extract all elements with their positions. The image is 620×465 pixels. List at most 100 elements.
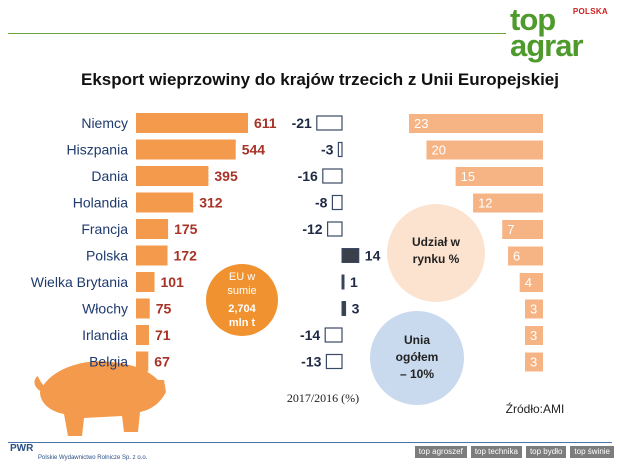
change-bar-polska bbox=[341, 248, 360, 263]
change-bar-francja bbox=[327, 221, 343, 237]
country-label-belgia: Belgia bbox=[89, 354, 128, 370]
top-agrar-logo: POLSKA top agrar bbox=[510, 2, 614, 68]
change-value-irlandia: -14 bbox=[300, 327, 320, 343]
country-label-dania: Dania bbox=[91, 168, 128, 184]
share-bar-holandia bbox=[473, 193, 543, 213]
export-bar-belgia bbox=[136, 351, 149, 372]
change-value-polska: 14 bbox=[365, 248, 381, 264]
footer-tags: top agroszef top technika top bydło top … bbox=[414, 446, 614, 458]
share-bar-belgia bbox=[525, 352, 543, 372]
country-label-niemcy: Niemcy bbox=[81, 115, 128, 131]
export-bar-irlandia bbox=[136, 325, 150, 345]
country-label-wlochy: Włochy bbox=[82, 301, 128, 317]
export-value-francja: 175 bbox=[174, 221, 198, 237]
publisher-short: PWR bbox=[10, 443, 34, 454]
eu-total-value: 2,704 bbox=[228, 303, 256, 315]
export-bar-niemcy bbox=[136, 113, 248, 133]
change-bar-wlochy bbox=[341, 301, 347, 316]
share-value-holandia: 12 bbox=[478, 196, 492, 211]
export-bar-hiszpania bbox=[136, 139, 236, 160]
header-rule bbox=[8, 33, 506, 34]
share-bar-wlochy bbox=[525, 299, 543, 319]
change-value-wielka-brytania: 1 bbox=[350, 274, 358, 290]
share-bar-francja bbox=[502, 220, 543, 239]
share-circle bbox=[387, 204, 485, 302]
footer-tag-technika[interactable]: top technika bbox=[470, 446, 522, 458]
share-value-dania: 15 bbox=[461, 169, 475, 184]
export-value-belgia: 67 bbox=[154, 354, 170, 370]
export-bar-dania bbox=[136, 166, 209, 186]
change-value-dania: -16 bbox=[298, 168, 318, 184]
change-value-niemcy: -21 bbox=[292, 115, 312, 131]
share-value-irlandia: 3 bbox=[530, 328, 537, 343]
export-bar-holandia bbox=[136, 192, 194, 213]
share-label-line2: rynku % bbox=[413, 252, 460, 266]
change-caption: 2017/2016 (%) bbox=[287, 391, 359, 405]
change-value-belgia: -13 bbox=[301, 354, 321, 370]
export-value-hiszpania: 544 bbox=[242, 142, 266, 158]
change-bar-wielka-brytania bbox=[341, 274, 345, 290]
change-bar-irlandia bbox=[324, 327, 343, 343]
share-bar-dania bbox=[455, 167, 543, 186]
country-label-hiszpania: Hiszpania bbox=[67, 142, 129, 158]
export-value-niemcy: 611 bbox=[254, 115, 277, 131]
change-value-holandia: -8 bbox=[315, 195, 328, 211]
export-value-wielka-brytania: 101 bbox=[161, 274, 185, 290]
chart-title: Eksport wieprzowiny do krajów trzecich z… bbox=[80, 70, 559, 89]
change-bar-dania bbox=[322, 168, 343, 184]
change-value-francja: -12 bbox=[302, 221, 322, 237]
export-bar-francja bbox=[136, 219, 169, 239]
share-bar-niemcy bbox=[409, 114, 543, 133]
share-bar-hiszpania bbox=[426, 140, 543, 160]
publisher-full: Polskie Wydawnictwo Rolnicze Sp. z o.o. bbox=[38, 455, 148, 461]
union-label-line1: Unia bbox=[404, 333, 430, 347]
logo-line1: top bbox=[510, 2, 556, 37]
share-bar-wielka-brytania bbox=[519, 273, 543, 292]
share-value-hiszpania: 20 bbox=[431, 143, 445, 158]
logo-line2: agrar bbox=[510, 28, 584, 63]
footer-tag-swinie[interactable]: top świnie bbox=[570, 446, 614, 458]
eu-total-circle bbox=[206, 264, 278, 336]
export-value-irlandia: 71 bbox=[155, 327, 171, 343]
share-value-wielka-brytania: 4 bbox=[525, 275, 532, 290]
share-value-belgia: 3 bbox=[530, 355, 537, 370]
export-bar-wielka-brytania bbox=[136, 272, 155, 292]
export-bar-polska bbox=[136, 245, 168, 266]
pig-icon bbox=[34, 361, 166, 436]
change-value-hiszpania: -3 bbox=[321, 142, 334, 158]
share-label-line1: Udział w bbox=[412, 235, 461, 249]
footer-tag-bydlo[interactable]: top bydło bbox=[525, 446, 567, 458]
country-label-irlandia: Irlandia bbox=[82, 327, 128, 343]
export-bar-wlochy bbox=[136, 298, 150, 319]
export-value-wlochy: 75 bbox=[156, 301, 172, 317]
union-label-line3: – 10% bbox=[400, 367, 434, 381]
share-bar-polska bbox=[508, 246, 543, 266]
country-label-holandia: Holandia bbox=[73, 195, 128, 211]
export-value-polska: 172 bbox=[174, 248, 198, 264]
change-bar-holandia bbox=[331, 194, 343, 211]
footer-rule bbox=[8, 442, 612, 443]
share-value-francja: 7 bbox=[507, 222, 514, 237]
change-bar-hiszpania bbox=[337, 141, 343, 158]
share-value-polska: 6 bbox=[513, 249, 520, 264]
change-bar-niemcy bbox=[316, 115, 343, 131]
country-label-polska: Polska bbox=[86, 248, 128, 264]
union-label-line2: ogółem bbox=[396, 350, 439, 364]
share-bar-irlandia bbox=[525, 326, 543, 345]
export-value-holandia: 312 bbox=[199, 195, 223, 211]
country-label-francja: Francja bbox=[81, 221, 128, 237]
eu-total-line2: sumie bbox=[227, 285, 256, 297]
change-value-wlochy: 3 bbox=[352, 301, 360, 317]
country-label-wielka-brytania: Wielka Brytania bbox=[31, 274, 128, 290]
share-value-wlochy: 3 bbox=[530, 302, 537, 317]
export-value-dania: 395 bbox=[214, 168, 238, 184]
share-value-niemcy: 23 bbox=[414, 116, 428, 131]
union-circle bbox=[370, 311, 464, 405]
logo-tag: POLSKA bbox=[572, 7, 608, 16]
eu-total-line1: EU w bbox=[229, 271, 255, 283]
source-label: Źródło:AMI bbox=[506, 401, 565, 416]
change-bar-belgia bbox=[325, 353, 343, 370]
eu-total-unit: mln t bbox=[229, 317, 256, 329]
footer-tag-agroszef[interactable]: top agroszef bbox=[414, 446, 467, 458]
